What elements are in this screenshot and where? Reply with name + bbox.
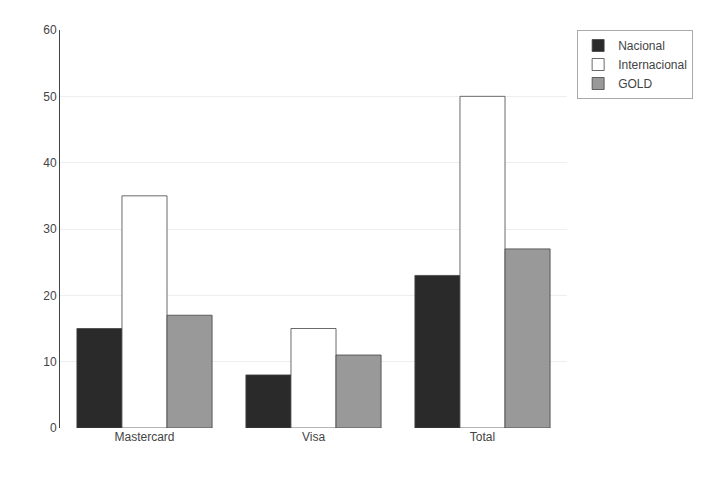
svg-text:0: 0 bbox=[50, 421, 57, 435]
svg-text:GOLD: GOLD bbox=[618, 77, 652, 91]
svg-text:60: 60 bbox=[43, 23, 57, 37]
svg-text:Mastercard: Mastercard bbox=[114, 430, 174, 444]
svg-text:10: 10 bbox=[43, 355, 57, 369]
svg-text:Internacional: Internacional bbox=[618, 58, 687, 72]
svg-text:30: 30 bbox=[43, 222, 57, 236]
svg-text:Visa: Visa bbox=[302, 430, 325, 444]
svg-text:20: 20 bbox=[43, 289, 57, 303]
svg-text:Nacional: Nacional bbox=[618, 39, 665, 53]
svg-text:50: 50 bbox=[43, 90, 57, 104]
svg-text:Total: Total bbox=[470, 430, 495, 444]
svg-text:40: 40 bbox=[43, 156, 57, 170]
